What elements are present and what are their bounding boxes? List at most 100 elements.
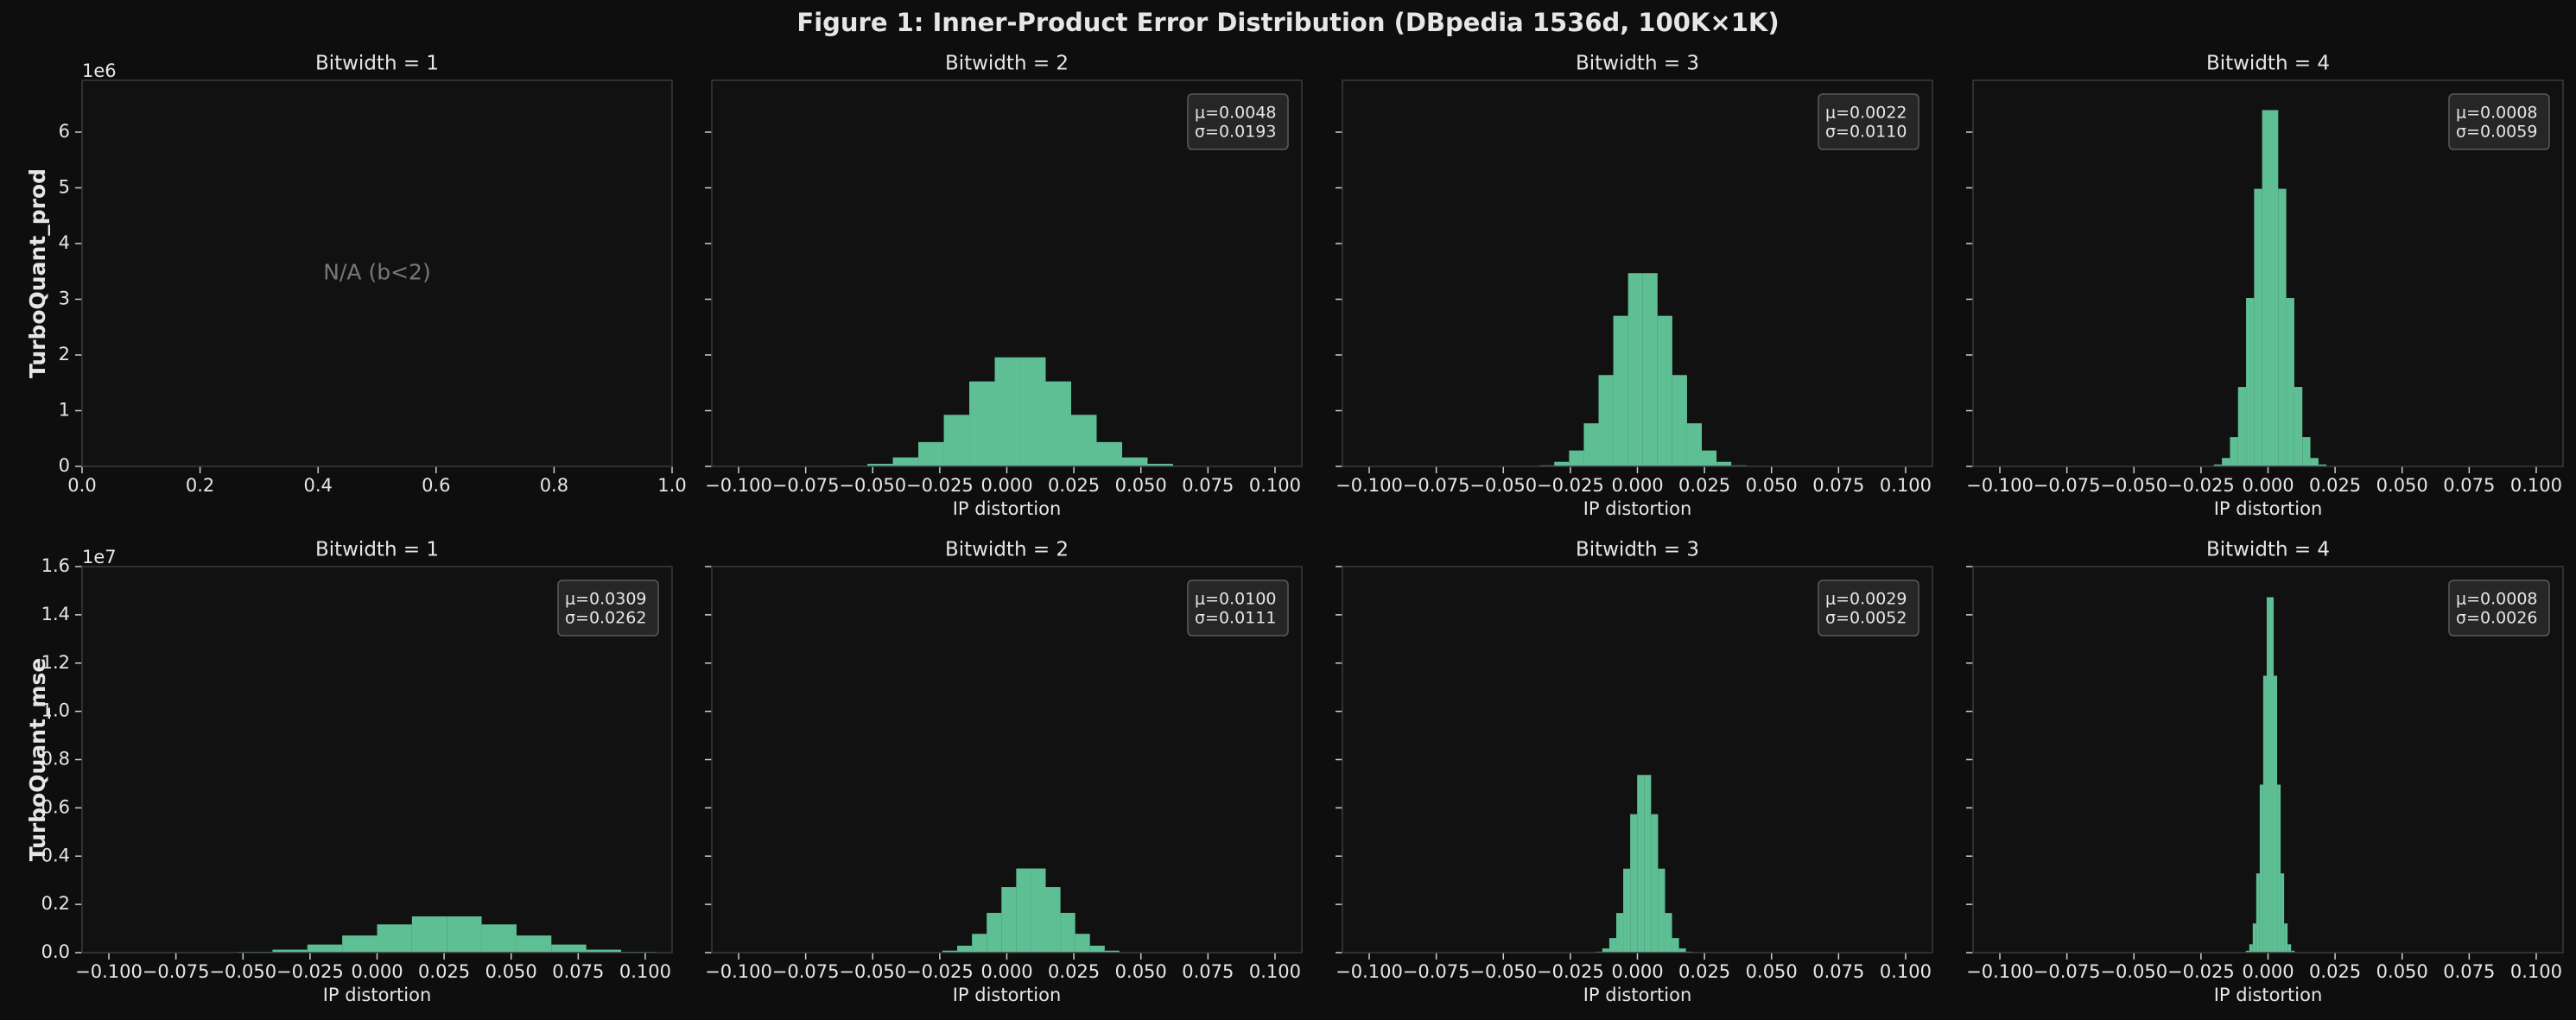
x-tick-label: 0.100 bbox=[2510, 475, 2562, 496]
x-tick-label: −0.075 bbox=[1403, 475, 1470, 496]
histogram-bar bbox=[1630, 814, 1638, 953]
subplot-title: Bitwidth = 2 bbox=[945, 53, 1069, 75]
histogram-bar bbox=[1678, 948, 1686, 953]
histogram-bar bbox=[2287, 944, 2292, 953]
histogram-bar bbox=[1613, 315, 1628, 466]
x-tick-label: −0.100 bbox=[1336, 475, 1403, 496]
x-tick-label: 0.0 bbox=[67, 475, 96, 496]
y-tick-label: 1.6 bbox=[41, 555, 70, 576]
histogram-bar bbox=[481, 924, 517, 953]
x-tick-label: 0.050 bbox=[2376, 961, 2428, 982]
x-tick-label: 0.025 bbox=[418, 961, 470, 982]
histogram-bar bbox=[2269, 597, 2275, 953]
histogram bbox=[2213, 110, 2327, 466]
x-tick-label: 0.100 bbox=[1249, 475, 1301, 496]
histogram-bar bbox=[2281, 873, 2285, 953]
stats-box bbox=[2448, 580, 2550, 637]
subplot-title: Bitwidth = 1 bbox=[315, 53, 439, 75]
histogram-bar bbox=[1089, 945, 1105, 953]
axes-frame bbox=[1342, 79, 1933, 467]
x-tick-label: 0.000 bbox=[2242, 961, 2294, 982]
y-axis-label: TurboQuant_mse bbox=[25, 658, 50, 862]
stats-text: μ=0.0048 bbox=[1195, 104, 1277, 123]
histogram-bar bbox=[2291, 950, 2295, 953]
x-axis-label: IP distortion bbox=[323, 985, 432, 1005]
histogram bbox=[1595, 775, 1693, 953]
x-tick-label: −0.050 bbox=[1469, 961, 1537, 982]
histogram-bar bbox=[272, 949, 308, 953]
x-tick-label: 0.2 bbox=[186, 475, 214, 496]
histogram-bar bbox=[1075, 934, 1090, 953]
subplot-title: Bitwidth = 1 bbox=[315, 539, 439, 561]
y-axis-label: TurboQuant_prod bbox=[25, 168, 50, 378]
x-tick-label: −0.050 bbox=[2100, 475, 2167, 496]
histogram-bar bbox=[1672, 938, 1679, 953]
x-tick-label: 0.100 bbox=[619, 961, 671, 982]
histogram-bar bbox=[2286, 298, 2294, 466]
stats-text: μ=0.0008 bbox=[2456, 104, 2538, 123]
y-tick-label: 3 bbox=[59, 288, 70, 308]
histogram-bar bbox=[2213, 464, 2223, 466]
subplot: Bitwidth = 1 0.0 0.2 0.4 0.6 0.8 1.0 1.2 1.4 1.6 1… bbox=[25, 539, 673, 1005]
x-tick-label: 0.100 bbox=[1880, 475, 1932, 496]
x-tick-label: −0.100 bbox=[1336, 961, 1403, 982]
histogram-bar bbox=[1702, 450, 1717, 466]
histogram-bar bbox=[942, 950, 958, 953]
stats-text: σ=0.0262 bbox=[565, 609, 646, 628]
histogram bbox=[2245, 597, 2295, 953]
histogram-bar bbox=[1637, 775, 1645, 953]
axes-frame bbox=[81, 566, 673, 953]
x-tick-label: 0.6 bbox=[422, 475, 450, 496]
histogram-bar bbox=[447, 916, 482, 953]
stats-box bbox=[557, 580, 659, 637]
x-tick-label: 0.050 bbox=[1115, 475, 1167, 496]
x-tick-label: 0.025 bbox=[2309, 475, 2361, 496]
x-tick-label: 0.050 bbox=[1115, 961, 1167, 982]
x-tick-label: −0.025 bbox=[1537, 475, 1604, 496]
x-tick-label: 0.000 bbox=[980, 475, 1032, 496]
histogram-bar bbox=[1060, 912, 1075, 953]
histogram-bar bbox=[1104, 950, 1120, 953]
histogram-bar bbox=[1045, 887, 1061, 953]
histogram bbox=[1539, 273, 1747, 466]
subplot: Bitwidth = 2 −0.100 −0.075 −0.050 −0.025 0.00… bbox=[705, 539, 1303, 1005]
x-tick-label: 0.050 bbox=[1746, 475, 1798, 496]
histogram-bar bbox=[1608, 938, 1616, 953]
x-tick-label: −0.025 bbox=[2167, 961, 2235, 982]
histogram-bar bbox=[994, 357, 1021, 466]
x-tick-label: −0.075 bbox=[772, 961, 840, 982]
x-tick-label: 0.075 bbox=[1812, 475, 1864, 496]
histogram-bar bbox=[1672, 375, 1687, 466]
stats-text: σ=0.0193 bbox=[1195, 123, 1276, 142]
histogram-bar bbox=[1071, 415, 1097, 466]
stats-text: σ=0.0059 bbox=[2456, 123, 2537, 142]
histogram-bar bbox=[1020, 357, 1046, 466]
x-tick-label: 0.000 bbox=[1611, 475, 1663, 496]
stats-text: σ=0.0052 bbox=[1825, 609, 1907, 628]
x-tick-label: 0.075 bbox=[1182, 961, 1234, 982]
x-axis-label: IP distortion bbox=[1583, 985, 1692, 1005]
x-tick-label: −0.025 bbox=[906, 475, 974, 496]
histogram-bar bbox=[2222, 458, 2230, 466]
y-tick-label: 1.2 bbox=[41, 652, 70, 673]
histogram-bar bbox=[1627, 273, 1643, 466]
axes-frame bbox=[1972, 79, 2564, 467]
subplot-title: Bitwidth = 3 bbox=[1576, 539, 1699, 561]
histogram-bar bbox=[2237, 387, 2247, 466]
x-tick-label: 0.075 bbox=[2443, 475, 2495, 496]
x-axis-label: IP distortion bbox=[2214, 985, 2323, 1005]
histogram-bar bbox=[2278, 188, 2287, 466]
histogram-bar bbox=[2262, 675, 2267, 953]
histogram-bar bbox=[1665, 913, 1672, 953]
histogram-bar bbox=[2256, 873, 2260, 953]
y-offset-label: 1e6 bbox=[82, 60, 117, 81]
histogram-bar bbox=[969, 381, 995, 466]
histogram-bar bbox=[2269, 110, 2279, 466]
x-tick-label: −0.100 bbox=[1966, 961, 2034, 982]
stats-box bbox=[1818, 580, 1919, 637]
histogram-bar bbox=[972, 934, 987, 953]
histogram-bar bbox=[2266, 597, 2270, 953]
histogram-bar bbox=[377, 924, 412, 953]
x-tick-label: −0.025 bbox=[276, 961, 344, 982]
